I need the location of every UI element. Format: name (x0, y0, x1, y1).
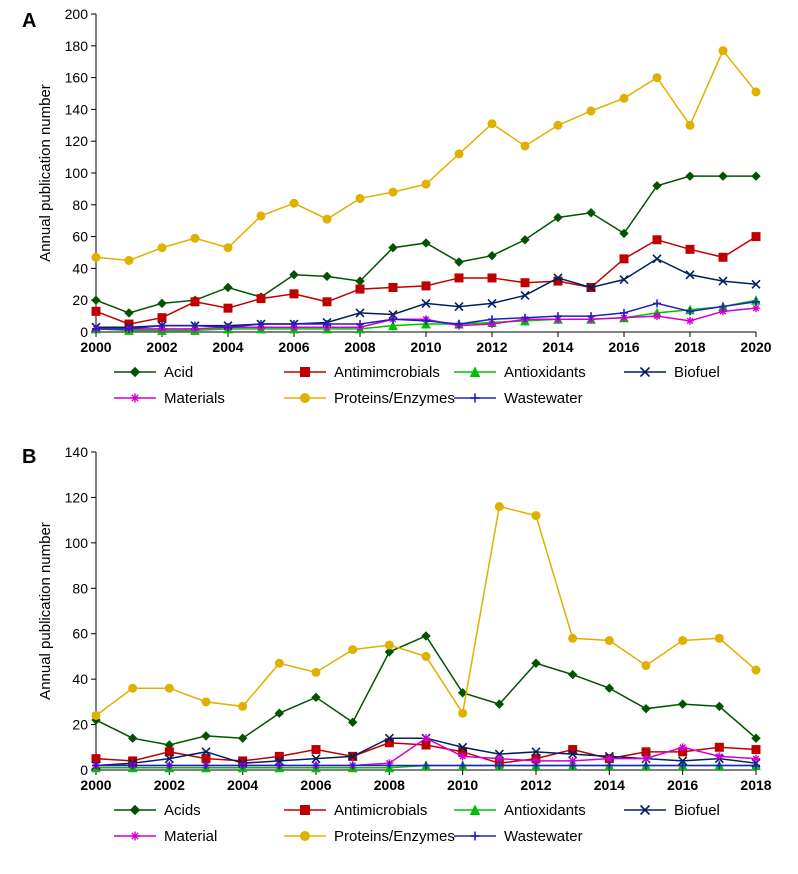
legend-wastewater: Wastewater (504, 390, 583, 407)
svg-text:2016: 2016 (608, 339, 639, 355)
legend-acid: Acid (164, 364, 193, 381)
svg-text:80: 80 (72, 197, 88, 213)
svg-text:2008: 2008 (374, 777, 405, 793)
svg-text:60: 60 (72, 626, 88, 642)
svg-text:2014: 2014 (542, 339, 573, 355)
svg-text:2014: 2014 (594, 777, 625, 793)
svg-text:2012: 2012 (520, 777, 551, 793)
legend-antimicrobials: Antimicrobials (334, 802, 427, 819)
svg-text:100: 100 (65, 165, 89, 181)
legend-wastewater: Wastewater (504, 828, 583, 845)
legend-acids: Acids (164, 802, 201, 819)
svg-text:40: 40 (72, 671, 88, 687)
svg-text:Annual publication number: Annual publication number (37, 522, 54, 700)
svg-text:2010: 2010 (410, 339, 441, 355)
svg-text:180: 180 (65, 38, 89, 54)
svg-text:2002: 2002 (154, 777, 185, 793)
panel-b: B 0 20 40 60 80 100 120 140 2000 2002 2004 2006 2008… (0, 438, 798, 874)
legend-antioxidants: Antioxidants (504, 364, 586, 381)
legend-proteins-enzymes: Proteins/Enzymes (334, 390, 455, 407)
legend-antimimcrobials: Antimimcrobials (334, 364, 440, 381)
svg-text:120: 120 (65, 133, 89, 149)
svg-text:140: 140 (65, 444, 89, 460)
panel-a: A 0 20 40 60 80 100 120 140 160 180 200 2000 2002 200… (0, 0, 798, 438)
svg-text:2018: 2018 (674, 339, 705, 355)
svg-text:160: 160 (65, 70, 89, 86)
svg-text:2006: 2006 (278, 339, 309, 355)
svg-text:0: 0 (80, 324, 88, 340)
svg-text:2006: 2006 (300, 777, 331, 793)
svg-text:2018: 2018 (740, 777, 771, 793)
svg-text:Annual publication number: Annual publication number (37, 84, 54, 262)
legend-biofuel: Biofuel (674, 364, 720, 381)
svg-text:200: 200 (65, 6, 89, 22)
legend-materials: Materials (164, 390, 225, 407)
svg-text:140: 140 (65, 101, 89, 117)
svg-text:2002: 2002 (146, 339, 177, 355)
chart-a: 0 20 40 60 80 100 120 140 160 180 200 2000 2002 2004 2… (0, 0, 798, 438)
chart-b: 0 20 40 60 80 100 120 140 2000 2002 2004 2006 2008 20… (0, 438, 798, 874)
svg-text:2016: 2016 (667, 777, 698, 793)
svg-text:20: 20 (72, 292, 88, 308)
svg-text:120: 120 (65, 489, 89, 505)
svg-text:2004: 2004 (227, 777, 258, 793)
svg-text:2008: 2008 (344, 339, 375, 355)
legend-biofuel: Biofuel (674, 802, 720, 819)
svg-text:100: 100 (65, 535, 89, 551)
svg-text:0: 0 (80, 762, 88, 778)
legend-material: Material (164, 828, 217, 845)
svg-text:2000: 2000 (80, 339, 111, 355)
panel-a-label: A (22, 10, 36, 33)
svg-text:40: 40 (72, 260, 88, 276)
series-proteins-enzymes (96, 507, 756, 716)
legend-antioxidants: Antioxidants (504, 802, 586, 819)
svg-text:2004: 2004 (212, 339, 243, 355)
svg-text:80: 80 (72, 580, 88, 596)
svg-text:20: 20 (72, 717, 88, 733)
svg-text:2012: 2012 (476, 339, 507, 355)
svg-text:60: 60 (72, 229, 88, 245)
svg-text:2020: 2020 (740, 339, 771, 355)
legend-proteins-enzymes: Proteins/Enzymes (334, 828, 455, 845)
svg-text:2000: 2000 (80, 777, 111, 793)
svg-text:2010: 2010 (447, 777, 478, 793)
panel-b-label: B (22, 446, 36, 469)
